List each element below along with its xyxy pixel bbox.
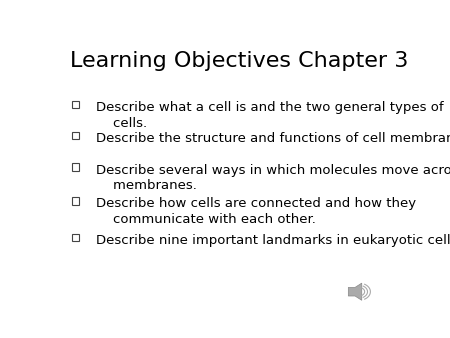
Text: Describe several ways in which molecules move across
    membranes.: Describe several ways in which molecules… — [96, 164, 450, 192]
Text: Describe what a cell is and the two general types of
    cells.: Describe what a cell is and the two gene… — [96, 101, 444, 130]
Text: Describe nine important landmarks in eukaryotic cells.: Describe nine important landmarks in euk… — [96, 234, 450, 247]
FancyBboxPatch shape — [72, 234, 79, 241]
Text: Describe the structure and functions of cell membranes.: Describe the structure and functions of … — [96, 132, 450, 145]
FancyBboxPatch shape — [72, 163, 79, 171]
Text: Describe how cells are connected and how they
    communicate with each other.: Describe how cells are connected and how… — [96, 197, 417, 226]
FancyBboxPatch shape — [72, 132, 79, 140]
FancyBboxPatch shape — [72, 101, 79, 108]
FancyBboxPatch shape — [72, 197, 79, 204]
Polygon shape — [348, 283, 362, 300]
Text: Learning Objectives Chapter 3: Learning Objectives Chapter 3 — [70, 51, 409, 71]
